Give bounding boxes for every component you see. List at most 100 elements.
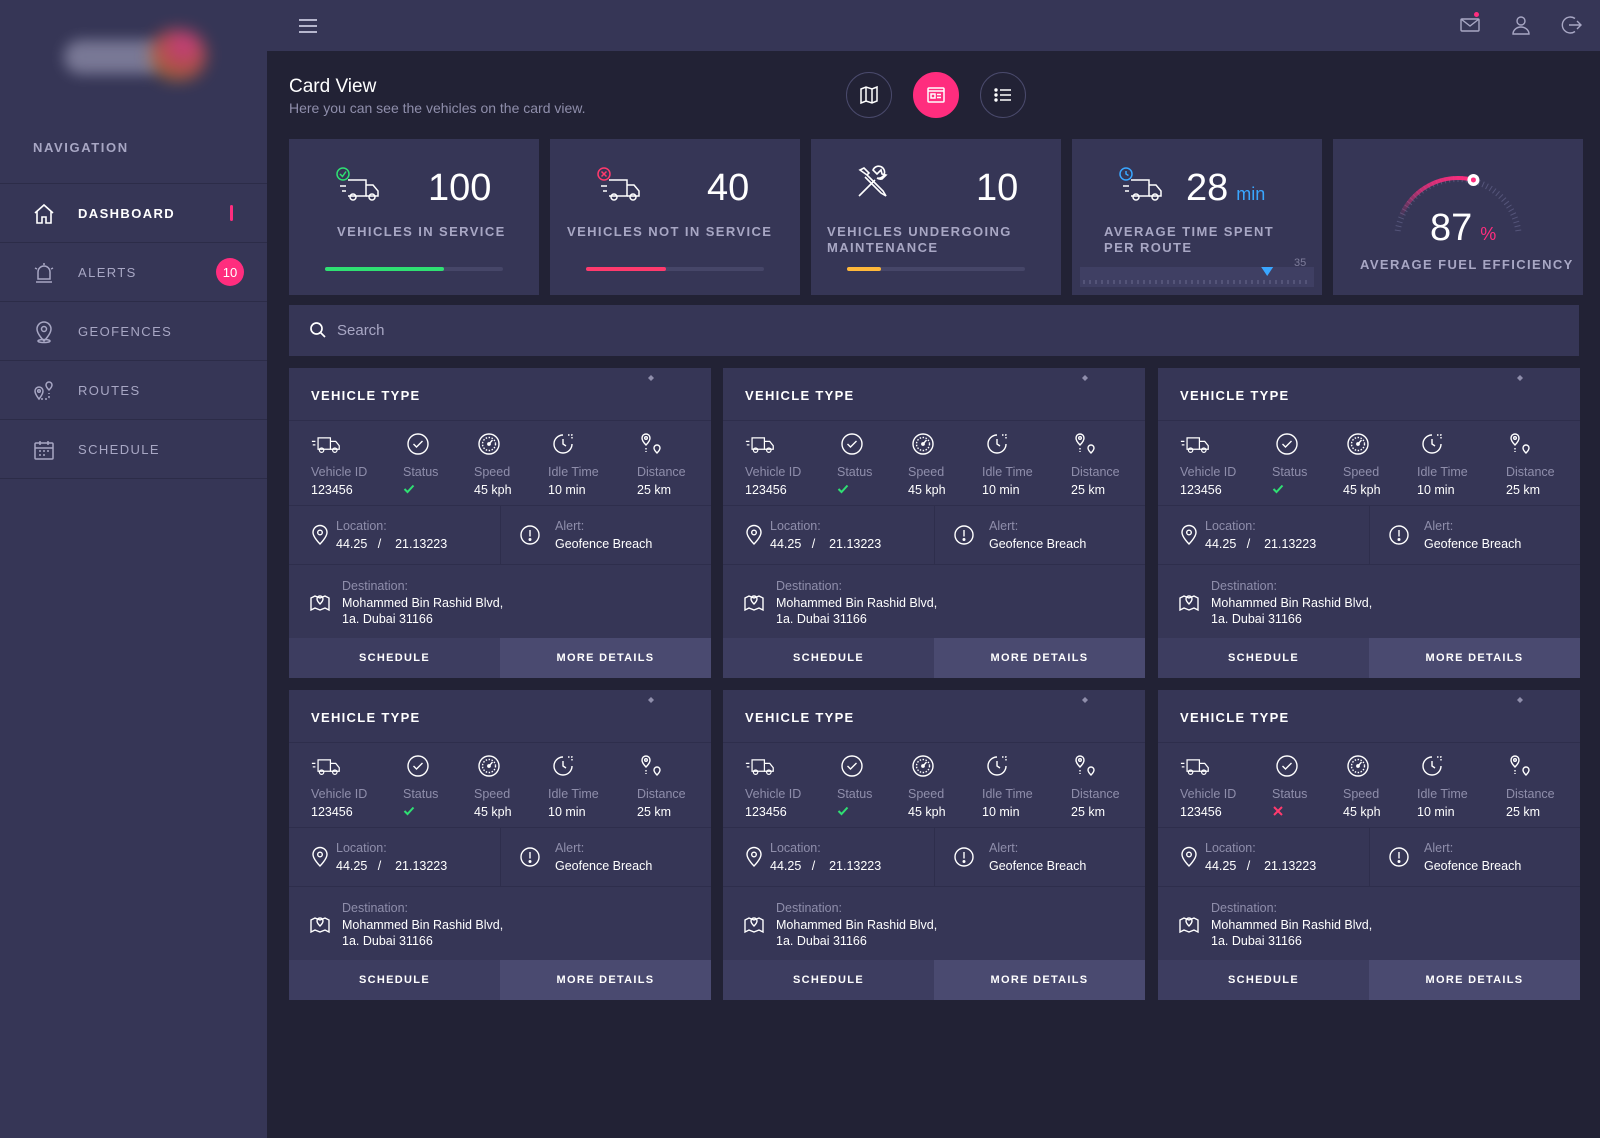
sidebar-item-schedule[interactable]: SCHEDULE [0, 420, 267, 479]
destination-line2: 1a. Dubai 31166 [342, 934, 433, 948]
more-details-button[interactable]: MORE DETAILS [1369, 960, 1580, 1000]
destination-line1: Mohammed Bin Rashid Blvd, [776, 596, 938, 610]
idle-timer-icon [987, 434, 1007, 454]
map-view-button[interactable] [846, 72, 892, 118]
vehicle-id-value: 123456 [1180, 805, 1222, 819]
vehicle-card[interactable]: VEHICLE TYPE Vehicle ID 123456 Status Sp… [1158, 690, 1580, 1000]
vehicle-card-header: VEHICLE TYPE [723, 368, 1145, 421]
destination-label: Destination: [776, 901, 843, 915]
vehicle-stats-row: Vehicle ID 123456 Status Speed 45 kph Id… [1158, 744, 1580, 828]
idle-time-stat: Idle Time 10 min [982, 432, 1033, 497]
sidebar-item-dashboard[interactable]: DASHBOARD [0, 184, 267, 243]
card-menu-icon[interactable] [1081, 374, 1089, 382]
more-details-button[interactable]: MORE DETAILS [1369, 638, 1580, 678]
vehicle-id-stat: Vehicle ID 123456 [1180, 754, 1236, 819]
location-label: Location: [770, 519, 821, 533]
destination-row: Destination: Mohammed Bin Rashid Blvd, 1… [1158, 565, 1580, 638]
mail-icon[interactable] [1459, 14, 1481, 36]
status-indicator [403, 483, 438, 498]
vehicle-card[interactable]: VEHICLE TYPE Vehicle ID 123456 Status Sp… [723, 368, 1145, 678]
alert-label: Alert: [989, 841, 1019, 855]
alert-label: Alert: [555, 519, 585, 533]
vehicle-type-title: VEHICLE TYPE [745, 388, 855, 403]
card-menu-icon[interactable] [647, 696, 655, 704]
vehicle-card[interactable]: VEHICLE TYPE Vehicle ID 123456 Status Sp… [289, 368, 711, 678]
more-details-button[interactable]: MORE DETAILS [934, 638, 1145, 678]
logout-icon[interactable] [1561, 14, 1583, 36]
distance-pins-icon [641, 433, 661, 454]
status-indicator [1272, 805, 1307, 820]
status-stat: Status [837, 432, 872, 498]
destination-label: Destination: [776, 579, 843, 593]
hamburger-menu-icon[interactable] [297, 15, 319, 37]
sidebar-item-label: SCHEDULE [78, 441, 160, 457]
idle-timer-icon [1422, 756, 1442, 776]
alert-value: Geofence Breach [555, 537, 653, 551]
card-view-button[interactable] [913, 72, 959, 118]
location-alert-row: Location: 44.25 / 21.13223 Alert: Geofen… [289, 828, 711, 887]
speed-value: 45 kph [474, 805, 512, 819]
stat-label: Status [837, 787, 873, 801]
stat-vehicles-in-service[interactable]: 100 VEHICLES IN SERVICE [289, 139, 539, 295]
alert-value: Geofence Breach [1424, 537, 1522, 551]
user-icon[interactable] [1510, 14, 1532, 36]
stat-label: Idle Time [548, 787, 599, 801]
card-menu-icon[interactable] [1081, 696, 1089, 704]
idle-time-value: 10 min [1417, 805, 1455, 819]
schedule-button[interactable]: SCHEDULE [723, 960, 934, 1000]
more-details-button[interactable]: MORE DETAILS [934, 960, 1145, 1000]
card-menu-icon[interactable] [1516, 696, 1524, 704]
vehicle-card[interactable]: VEHICLE TYPE Vehicle ID 123456 Status Sp… [289, 690, 711, 1000]
location-pin-icon [746, 524, 762, 545]
schedule-button[interactable]: SCHEDULE [1158, 960, 1369, 1000]
distance-pins-icon [1510, 433, 1530, 454]
idle-time-stat: Idle Time 10 min [1417, 754, 1468, 819]
location-value: 44.25 / 21.13223 [336, 859, 448, 873]
list-view-button[interactable] [980, 72, 1026, 118]
stat-value: 100 [428, 167, 492, 209]
search-input[interactable] [337, 305, 1537, 356]
vehicle-card[interactable]: VEHICLE TYPE Vehicle ID 123456 Status Sp… [1158, 368, 1580, 678]
alert-label: Alert: [555, 841, 585, 855]
location-pin-icon [312, 846, 328, 867]
schedule-button[interactable]: SCHEDULE [723, 638, 934, 678]
stat-label: Idle Time [1417, 465, 1468, 479]
notification-dot [1474, 12, 1479, 17]
location-alert-row: Location: 44.25 / 21.13223 Alert: Geofen… [289, 506, 711, 565]
stat-average-time-per-route[interactable]: 28 min AVERAGE TIME SPENT PER ROUTE 35 [1072, 139, 1322, 295]
stat-value: 28 min [1186, 167, 1266, 209]
schedule-button[interactable]: SCHEDULE [289, 638, 500, 678]
vehicle-card[interactable]: VEHICLE TYPE Vehicle ID 123456 Status Sp… [723, 690, 1145, 1000]
search-icon [310, 322, 326, 338]
check-circle-icon [1276, 433, 1298, 455]
truck-check-icon [336, 167, 379, 201]
more-details-button[interactable]: MORE DETAILS [500, 960, 711, 1000]
schedule-button[interactable]: SCHEDULE [1158, 638, 1369, 678]
status-indicator [1272, 483, 1307, 498]
stat-label: Speed [908, 787, 945, 801]
alert-label: Alert: [1424, 841, 1454, 855]
truck-icon [311, 759, 340, 775]
sidebar-item-alerts[interactable]: ALERTS 10 [0, 243, 267, 302]
status-stat: Status [837, 754, 872, 820]
destination-line1: Mohammed Bin Rashid Blvd, [1211, 918, 1373, 932]
destination-line1: Mohammed Bin Rashid Blvd, [1211, 596, 1373, 610]
logo[interactable] [64, 26, 214, 86]
destination-line2: 1a. Dubai 31166 [776, 612, 867, 626]
speed-stat: Speed 45 kph [908, 754, 946, 819]
check-circle-icon [407, 755, 429, 777]
status-indicator [837, 805, 872, 820]
card-menu-icon[interactable] [647, 374, 655, 382]
sidebar-item-routes[interactable]: ROUTES [0, 361, 267, 420]
stat-average-fuel-efficiency[interactable]: 87% AVERAGE FUEL EFFICIENCY [1333, 139, 1583, 295]
vehicle-id-value: 123456 [311, 805, 353, 819]
more-details-button[interactable]: MORE DETAILS [500, 638, 711, 678]
schedule-button[interactable]: SCHEDULE [289, 960, 500, 1000]
stat-vehicles-not-in-service[interactable]: 40 VEHICLES NOT IN SERVICE [550, 139, 800, 295]
destination-line2: 1a. Dubai 31166 [776, 934, 867, 948]
stat-vehicles-maintenance[interactable]: 10 VEHICLES UNDERGOING MAINTENANCE [811, 139, 1061, 295]
status-stat: Status [403, 754, 438, 820]
idle-timer-icon [1422, 434, 1442, 454]
sidebar-item-geofences[interactable]: GEOFENCES [0, 302, 267, 361]
card-menu-icon[interactable] [1516, 374, 1524, 382]
